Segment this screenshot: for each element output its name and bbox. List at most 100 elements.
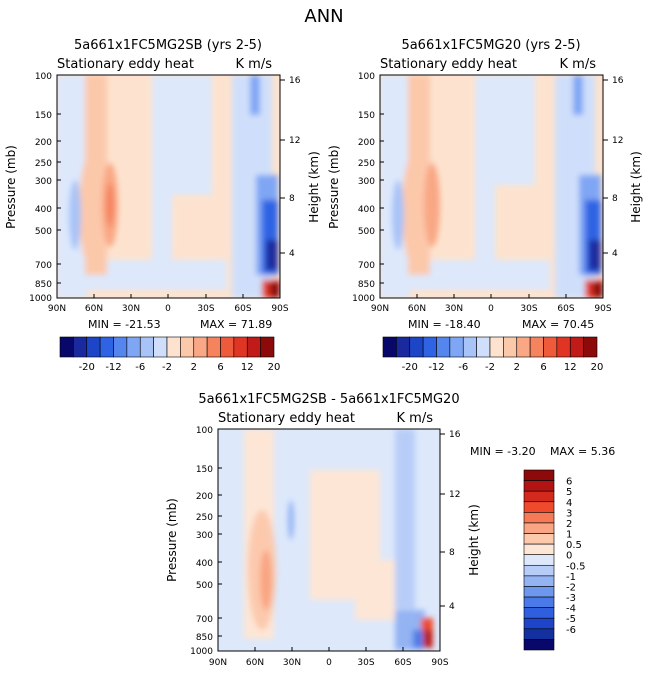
x-tick: 60N	[246, 658, 264, 668]
colorbar-swatch	[523, 533, 555, 545]
y-tick-right: 4	[449, 602, 455, 612]
colorbar-swatch	[523, 501, 555, 513]
colorbar-swatch	[382, 336, 397, 358]
y-tick: 300	[358, 177, 375, 187]
colorbar-swatch	[233, 336, 248, 358]
panel-1-field	[57, 75, 280, 298]
panel-2: 5a661x1FC5MG20 (yrs 2-5) Stationary eddy…	[327, 38, 643, 331]
colorbar-label: 1	[566, 530, 572, 541]
panel-1-title: 5a661x1FC5MG2SB (yrs 2-5)	[74, 38, 262, 53]
colorbar-label: -4	[566, 604, 576, 615]
colorbar-swatch	[523, 469, 555, 481]
x-tick: 30S	[520, 304, 537, 314]
panel-1-ylabel-right: Height (km)	[307, 151, 321, 222]
colorbar-label: 0	[566, 551, 572, 562]
panel-2-units: K m/s	[560, 57, 597, 72]
colorbar-swatch	[422, 336, 437, 358]
y-tick: 200	[35, 138, 52, 148]
colorbar-swatch	[523, 522, 555, 534]
panel-3-y-ticks-right: 16 12 8 4	[449, 430, 461, 612]
colorbar-label: 0.5	[566, 540, 582, 551]
colorbar-swatch	[523, 554, 555, 566]
y-tick: 400	[196, 559, 213, 569]
colorbar-label: -2	[162, 362, 172, 373]
colorbar-swatch	[523, 639, 555, 651]
panel-2-ylabel: Pressure (mb)	[327, 145, 341, 229]
colorbar-swatch	[99, 336, 114, 358]
x-tick: 60N	[85, 304, 103, 314]
colorbar-swatch	[523, 575, 555, 587]
panel-1: 5a661x1FC5MG2SB (yrs 2-5) Stationary edd…	[4, 38, 321, 331]
x-tick: 30N	[122, 304, 140, 314]
y-tick: 500	[196, 581, 213, 591]
y-tick-right: 16	[289, 76, 301, 86]
x-tick: 90S	[271, 304, 288, 314]
colorbar-swatch	[73, 336, 88, 358]
y-tick-right: 12	[612, 136, 623, 146]
colorbar-swatch	[556, 336, 571, 358]
panel-2-y-ticks: 100 150 200 250 300 400 500 700 850 1000	[352, 72, 375, 304]
colorbar-swatch	[246, 336, 261, 358]
colorbar-swatch	[193, 336, 208, 358]
x-tick: 60S	[557, 304, 574, 314]
colorbar-swatch	[396, 336, 411, 358]
colorbar-label: -5	[566, 614, 576, 625]
colorbar-swatch	[523, 628, 555, 640]
y-tick-right: 16	[612, 76, 624, 86]
panel-2-x-ticks: 90N 60N 30N 0 30S 60S 90S	[371, 304, 612, 314]
x-tick: 60S	[234, 304, 251, 314]
y-tick: 700	[196, 615, 213, 625]
x-tick: 90N	[209, 658, 227, 668]
x-tick: 30S	[357, 658, 374, 668]
y-tick: 850	[196, 633, 213, 643]
y-tick: 100	[35, 72, 52, 82]
panel-3-subtitle: Stationary eddy heat	[218, 411, 355, 426]
colorbar-swatch	[523, 596, 555, 608]
colorbar-swatch	[153, 336, 168, 358]
colorbar-label: 6	[217, 362, 223, 373]
y-tick: 150	[35, 111, 52, 121]
colorbar-swatch	[86, 336, 101, 358]
y-tick: 700	[358, 261, 375, 271]
y-tick-right: 12	[289, 136, 300, 146]
y-tick: 250	[358, 159, 375, 169]
colorbar-swatch	[529, 336, 544, 358]
colorbar-label: -3	[566, 593, 576, 604]
panel-2-field	[380, 75, 603, 298]
panel-2-y-ticks-right: 16 12 8 4	[612, 76, 624, 259]
y-tick: 850	[35, 280, 52, 290]
y-tick: 700	[35, 261, 52, 271]
y-tick: 1000	[190, 647, 213, 657]
colorbar-label: 2	[191, 362, 197, 373]
panel-1-units: K m/s	[236, 57, 273, 72]
y-tick-right: 16	[449, 430, 461, 440]
y-tick: 400	[35, 205, 52, 215]
colorbar-swatch	[139, 336, 154, 358]
colorbar-swatch	[503, 336, 518, 358]
colorbar-label: 2	[566, 519, 572, 530]
y-tick-right: 4	[289, 249, 295, 259]
colorbar-label: 4	[566, 498, 572, 509]
y-tick: 300	[35, 177, 52, 187]
colorbar-label: 5	[566, 487, 572, 498]
y-tick: 200	[196, 492, 213, 502]
panel-3-units: K m/s	[397, 411, 434, 426]
x-tick: 0	[165, 304, 171, 314]
panel-3: 5a661x1FC5MG2SB - 5a661x1FC5MG20 Station…	[165, 392, 615, 668]
colorbar-label: -12	[105, 362, 121, 373]
x-tick: 30S	[197, 304, 214, 314]
y-tick: 200	[358, 138, 375, 148]
y-tick-right: 4	[612, 249, 618, 259]
colorbar-label: 12	[241, 362, 254, 373]
panel-3-field	[218, 429, 440, 651]
x-tick: 90N	[371, 304, 389, 314]
colorbar-swatch	[462, 336, 477, 358]
colorbar-swatch	[523, 512, 555, 524]
colorbar-label: 2	[514, 362, 520, 373]
panel-3-min: MIN = -3.20	[470, 445, 536, 458]
colorbar-label: -6	[566, 625, 576, 636]
colorbar-swatch	[569, 336, 584, 358]
colorbar-label: -6	[458, 362, 468, 373]
colorbar-label: 20	[268, 362, 281, 373]
